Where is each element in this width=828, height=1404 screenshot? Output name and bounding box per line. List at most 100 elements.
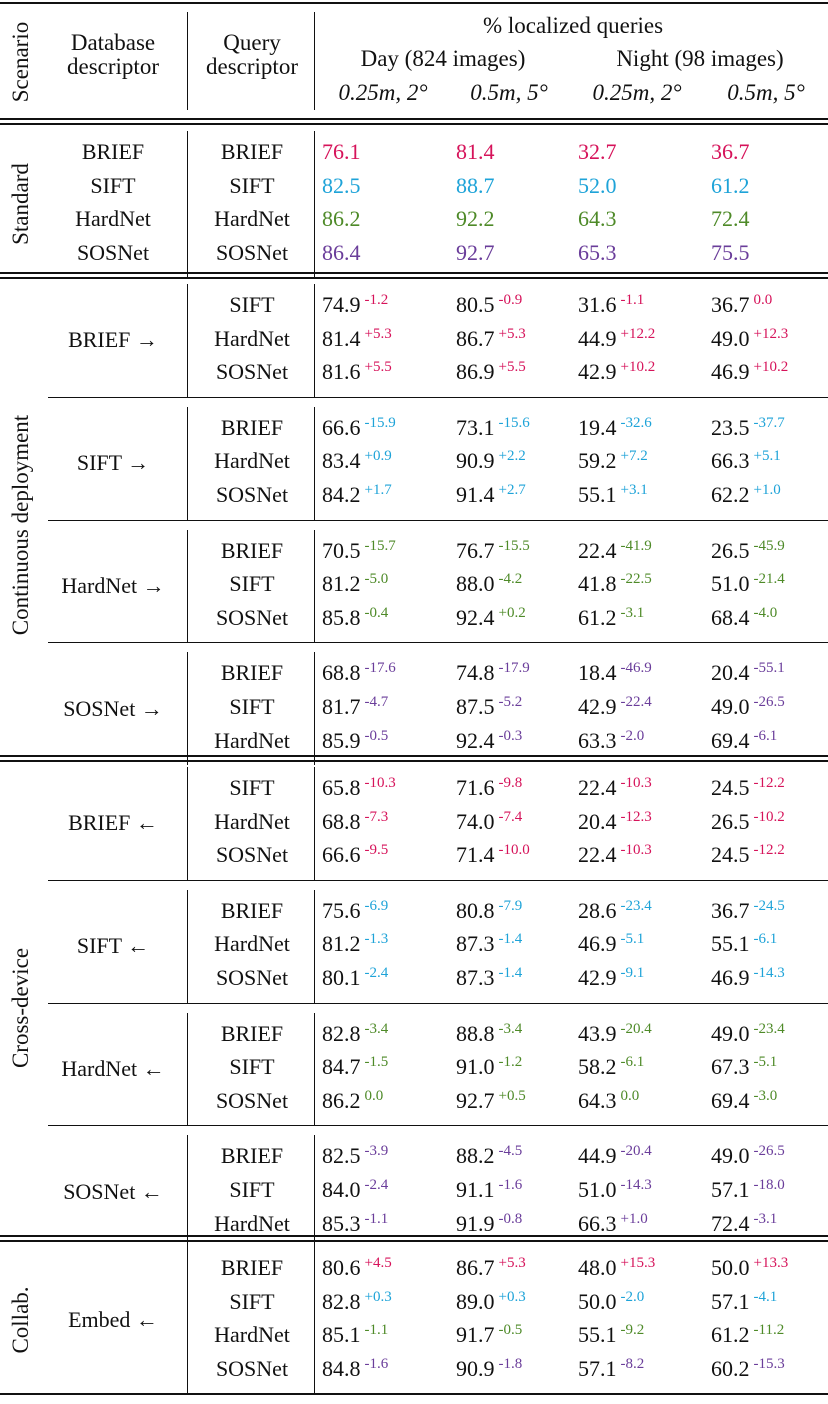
- db-descriptor-header: Database descriptor: [48, 31, 178, 79]
- value: 80.6: [322, 1255, 361, 1280]
- value: 44.9: [578, 325, 617, 351]
- value-cell: 86.2: [322, 204, 361, 234]
- value: 82.5: [322, 1143, 361, 1169]
- query-label: SIFT: [229, 1054, 275, 1080]
- value-cell: 82.5 -3.9: [322, 1141, 388, 1174]
- value: 60.2: [711, 1355, 750, 1381]
- value-cell: 41.8 -22.5: [578, 569, 652, 602]
- value-cell: 91.4 +2.7: [456, 480, 526, 513]
- value-cell: 46.9 -5.1: [578, 929, 644, 962]
- value-cell: 66.3 +1.0: [578, 1209, 648, 1242]
- value: 81.2: [322, 571, 361, 597]
- delta: +1.0: [753, 482, 781, 498]
- value: 71.4: [456, 842, 495, 868]
- query-label: SIFT: [229, 1288, 275, 1314]
- value-cell: 92.2: [456, 204, 495, 234]
- block-divider-1: [314, 131, 315, 278]
- delta: -26.5: [753, 694, 785, 710]
- value-cell: 86.7 +5.3: [456, 324, 526, 357]
- delta: -24.5: [753, 897, 785, 914]
- value-cell: 83.4 +0.9: [322, 446, 392, 479]
- db-label: SIFT: [90, 172, 136, 198]
- value-cell: 85.1 -1.1: [322, 1320, 388, 1353]
- value: 81.4: [322, 325, 361, 351]
- delta: -41.9: [620, 537, 652, 554]
- value-cell: 75.6 -6.9: [322, 896, 388, 929]
- delta: -10.3: [620, 842, 652, 859]
- value-cell: 66.6 -9.5: [322, 840, 388, 873]
- value-cell: 26.5 -45.9: [711, 536, 785, 569]
- block-divider-0: [187, 131, 188, 278]
- query-label: BRIEF: [220, 537, 284, 563]
- value: 57.1: [578, 1355, 617, 1381]
- value: 86.7: [456, 325, 495, 351]
- value: 55.1: [578, 1322, 617, 1348]
- value: 91.9: [456, 1210, 495, 1236]
- value-cell: 42.9 -9.1: [578, 963, 644, 996]
- delta: -14.3: [620, 1177, 652, 1193]
- delta: -1.1: [364, 1210, 389, 1227]
- value-cell: 91.0 -1.2: [456, 1052, 522, 1085]
- delta: -4.7: [364, 694, 389, 710]
- value: 31.6: [578, 292, 617, 317]
- block-divider-1: [314, 529, 315, 643]
- delta: -3.1: [620, 604, 645, 621]
- value-cell: 65.8 -10.3: [322, 773, 396, 806]
- value-cell: 88.7: [456, 171, 495, 201]
- delta: -32.6: [620, 414, 652, 431]
- value: 82.8: [322, 1288, 361, 1314]
- query-label: SOSNet: [215, 359, 289, 385]
- delta: -4.0: [753, 604, 778, 621]
- scenario-header: Scenario: [8, 21, 33, 103]
- value-cell: 19.4 -32.6: [578, 413, 652, 446]
- value: 91.7: [456, 1322, 495, 1348]
- value: 28.6: [578, 897, 617, 923]
- value-cell: 18.4 -46.9: [578, 658, 652, 691]
- value: 61.2: [711, 1322, 750, 1348]
- value: 36.7: [711, 139, 750, 164]
- value-cell: 65.3: [578, 238, 617, 268]
- top-rule: [0, 2, 828, 4]
- block-rule: [48, 642, 828, 644]
- delta: -1.1: [364, 1322, 389, 1339]
- header-divider-1: [187, 12, 188, 110]
- block-divider-0: [187, 652, 188, 766]
- value: 64.3: [578, 1087, 617, 1113]
- value: 92.4: [456, 604, 495, 630]
- value-cell: 52.0: [578, 171, 617, 201]
- query-label: BRIEF: [220, 660, 284, 686]
- value-cell: 57.1 -4.1: [711, 1287, 777, 1320]
- section-label: Collab.: [8, 1286, 33, 1354]
- value-cell: 71.6 -9.8: [456, 773, 522, 806]
- value-cell: 22.4 -10.3: [578, 773, 652, 806]
- value: 26.5: [711, 808, 750, 834]
- value-cell: 68.8 -7.3: [322, 807, 388, 840]
- delta: -12.3: [620, 808, 652, 825]
- value: 76.7: [456, 537, 495, 563]
- value: 43.9: [578, 1020, 617, 1046]
- delta: -10.3: [364, 775, 396, 791]
- value-cell: 32.7: [578, 137, 617, 167]
- block-divider-0: [187, 1012, 188, 1126]
- value: 86.2: [322, 206, 361, 232]
- value: 73.1: [456, 414, 495, 440]
- query-label: SOSNet: [215, 482, 289, 507]
- value: 87.3: [456, 931, 495, 957]
- value: 68.4: [711, 604, 750, 630]
- value-cell: 42.9 +10.2: [578, 357, 655, 390]
- delta: -14.3: [753, 965, 785, 981]
- query-label: HardNet: [214, 448, 290, 474]
- value: 41.8: [578, 571, 617, 597]
- value-cell: 86.4: [322, 238, 361, 268]
- value-cell: 87.3 -1.4: [456, 963, 522, 996]
- delta: -9.8: [498, 775, 523, 791]
- delta: -1.4: [498, 931, 523, 948]
- delta: +10.2: [620, 359, 656, 376]
- delta: -4.5: [498, 1143, 523, 1160]
- value-cell: 80.6 +4.5: [322, 1253, 392, 1286]
- value: 52.0: [578, 172, 617, 198]
- value-cell: 92.4 +0.2: [456, 603, 526, 636]
- value-cell: 59.2 +7.2: [578, 446, 648, 479]
- query-label: SOSNet: [215, 239, 289, 265]
- value: 57.1: [711, 1288, 750, 1314]
